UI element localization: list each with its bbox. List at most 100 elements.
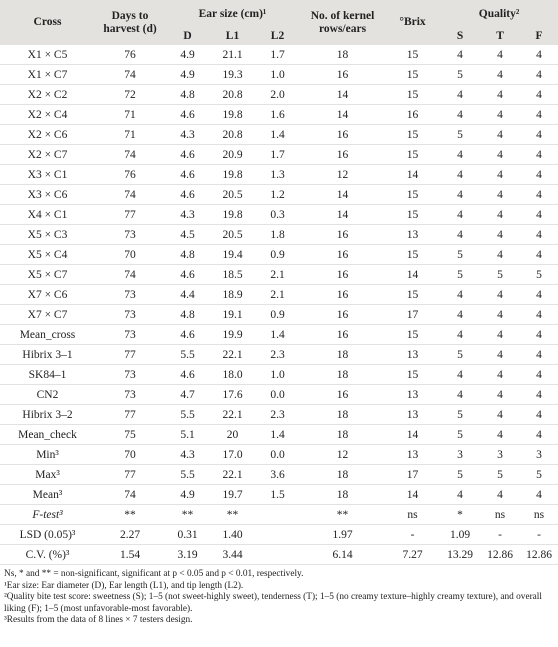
table-row: Hibrix 3–2 77 5.5 22.1 2.3 18 13 5 4 4 [0,404,558,425]
table-cell: 15 [385,204,441,225]
table-cell: 4 [520,164,558,185]
row-label: X2 × C4 [0,104,95,125]
table-cell: 72 [95,84,165,105]
table-cell: 15 [385,84,441,105]
table-cell: 22.1 [210,464,255,485]
header-cell: °Brix [385,0,441,45]
table-cell: 17 [385,304,441,325]
table-cell: 3 [440,444,481,465]
footnote: Ns, * and ** = non-significant, signific… [4,569,304,579]
table-cell: 1.0 [255,64,301,85]
table-cell: 4 [480,224,521,245]
table-cell: 4.6 [165,104,210,125]
table-cell: 1.5 [255,484,301,505]
data-table: Cross Days to harvest (d) Ear size (cm)¹… [0,0,558,565]
table-cell: 74 [95,264,165,285]
table-cell: 70 [95,244,165,265]
table-cell: 4.6 [165,144,210,165]
table-cell: 13 [385,384,441,405]
table-cell: 18 [300,464,386,485]
table-cell: 77 [95,204,165,225]
table-cell: 4 [480,84,521,105]
table-row: X5 × C7 74 4.6 18.5 2.1 16 14 5 5 5 [0,264,558,285]
table-cell: 2.1 [255,284,301,305]
table-cell: 5 [440,424,481,445]
table-cell: 4 [520,384,558,405]
table-cell: 4 [520,204,558,225]
header-cell: Ear size (cm)¹ [165,0,301,28]
row-label: X1 × C5 [0,45,95,65]
table-cell: 74 [95,144,165,165]
table-cell: 16 [300,264,386,285]
table-cell: 20.9 [210,144,255,165]
table-cell: 14 [385,164,441,185]
table-cell: 5.5 [165,344,210,365]
table-cell: 1.3 [255,164,301,185]
table-cell: 1.0 [255,364,301,385]
table-cell: 18 [300,484,386,505]
table-cell: 4 [440,184,481,205]
table-row: LSD (0.05)³ 2.27 0.31 1.40 1.97-1.09- - [0,524,558,545]
table-cell: 22.1 [210,344,255,365]
row-label: X2 × C7 [0,144,95,165]
table-cell: 71 [95,104,165,125]
table-cell: 12 [300,444,386,465]
table-cell: 4 [520,304,558,325]
table-cell: 1.4 [255,324,301,345]
table-cell: 15 [385,244,441,265]
table-row: X5 × C3 73 4.5 20.5 1.8 16 13 4 4 4 [0,224,558,245]
row-label: Max³ [0,464,95,485]
table-cell: 18 [300,364,386,385]
table-cell: 4 [520,284,558,305]
table-cell: 19.4 [210,244,255,265]
row-label: Mean_check [0,424,95,445]
table-cell: 1.4 [255,124,301,145]
table-cell: 19.3 [210,64,255,85]
table-cell: 15 [385,284,441,305]
table-cell: 4 [520,404,558,425]
row-label: Min³ [0,444,95,465]
row-label: X3 × C1 [0,164,95,185]
table-cell: 0.3 [255,204,301,225]
table-cell: 0.31 [165,524,210,545]
table-cell: 4.7 [165,384,210,405]
table-row: X3 × C1 76 4.6 19.8 1.3 12 14 4 4 4 [0,164,558,185]
subheader-cell: F [520,28,558,45]
table-cell [255,544,301,565]
table-cell: 16 [385,104,441,125]
table-cell: 4.8 [165,244,210,265]
table-cell: 12 [300,164,386,185]
table-cell: 77 [95,464,165,485]
table-row: X1 × C5 76 4.9 21.1 1.7 18 15 4 4 4 [0,45,558,65]
table-cell: 70 [95,444,165,465]
table-cell: 4 [480,384,521,405]
row-label: X2 × C6 [0,124,95,145]
table-cell: 4 [520,364,558,385]
table-cell: 4 [440,144,481,165]
table-cell: 15 [385,45,441,65]
table-row: CN2 73 4.7 17.6 0.0 16 13 4 4 4 [0,384,558,405]
table-cell: 4 [480,284,521,305]
table-cell: 4.9 [165,64,210,85]
table-cell: 5 [480,464,521,485]
table-row: X2 × C2 72 4.8 20.8 2.0 14 15 4 4 4 [0,84,558,105]
table-cell: 4 [480,304,521,325]
table-cell: 4 [480,144,521,165]
table-cell: 16 [300,304,386,325]
table-cell: 1.4 [255,424,301,445]
row-label: LSD (0.05)³ [0,524,95,545]
row-label: X7 × C6 [0,284,95,305]
row-label: F-test³ [0,504,95,525]
table-row: X7 × C7 73 4.8 19.1 0.9 16 17 4 4 4 [0,304,558,325]
table-row: X2 × C4 71 4.6 19.8 1.6 14 16 4 4 4 [0,104,558,125]
row-label: X5 × C7 [0,264,95,285]
table-cell: 73 [95,324,165,345]
table-cell: 4.6 [165,184,210,205]
table-cell: 4.4 [165,284,210,305]
table-cell: 19.1 [210,304,255,325]
table-cell: 16 [300,224,386,245]
table-cell: 1.7 [255,144,301,165]
table-cell: 4 [520,45,558,65]
table-cell: 4 [440,304,481,325]
table-cell: 5 [440,264,481,285]
